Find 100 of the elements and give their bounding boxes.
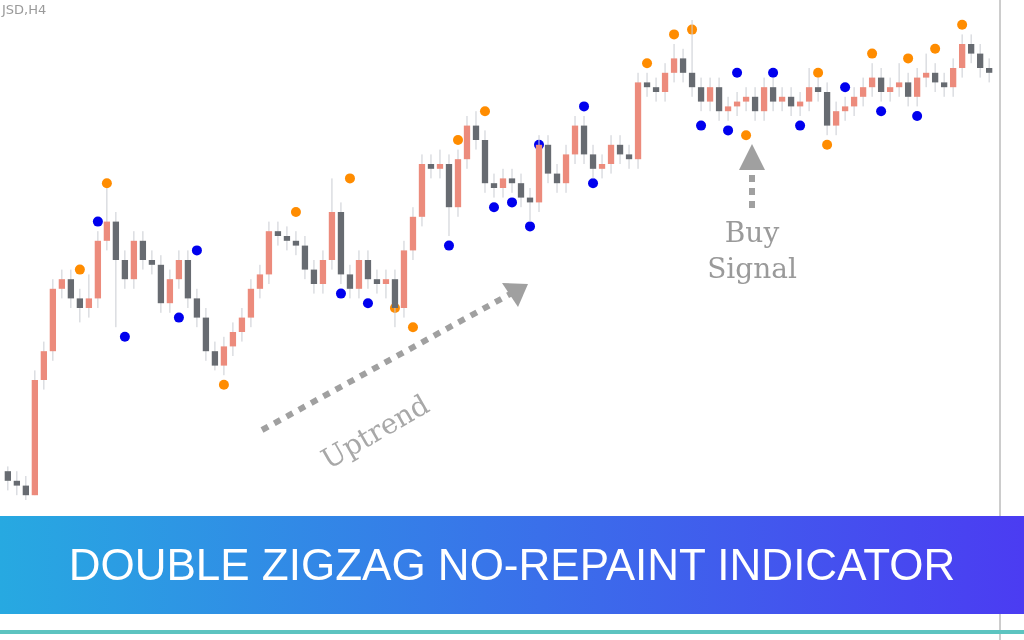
candlestick <box>886 77 894 103</box>
candlestick <box>877 67 885 103</box>
candlestick <box>67 269 75 309</box>
candlestick <box>841 96 849 122</box>
point <box>489 202 499 213</box>
point <box>696 120 707 131</box>
candlestick <box>679 48 687 83</box>
candlestick <box>436 149 444 179</box>
point <box>930 43 941 54</box>
candlestick <box>598 153 606 179</box>
candlestick <box>166 269 174 314</box>
point <box>867 48 878 59</box>
point <box>407 322 418 333</box>
candlestick <box>382 269 390 299</box>
point <box>101 178 112 189</box>
candlestick <box>139 230 147 271</box>
point <box>588 178 599 189</box>
candlestick <box>958 33 966 79</box>
candlestick <box>472 110 480 151</box>
point <box>525 221 536 232</box>
candlestick <box>148 249 156 275</box>
point <box>741 130 752 141</box>
candlestick <box>778 86 786 112</box>
candlestick <box>922 53 930 88</box>
point <box>480 106 490 117</box>
candlestick <box>625 144 633 170</box>
candlestick <box>751 86 759 122</box>
candlestick <box>4 465 11 491</box>
candlestick <box>283 225 291 251</box>
candlestick <box>553 163 561 194</box>
point <box>957 19 968 30</box>
candlestick <box>589 144 597 179</box>
candlestick <box>193 288 201 328</box>
candlestick <box>986 57 993 83</box>
candlestick <box>76 288 84 323</box>
point <box>344 173 355 184</box>
candlestick <box>859 77 867 107</box>
point <box>173 312 184 323</box>
candlestick <box>490 173 498 199</box>
candlestick <box>13 470 21 496</box>
candlestick <box>346 264 354 299</box>
point <box>723 125 734 136</box>
candlestick <box>715 77 723 122</box>
candlestick <box>850 86 858 117</box>
candlestick <box>742 86 750 112</box>
candlestick <box>310 259 318 295</box>
point <box>119 331 130 342</box>
point <box>362 298 373 309</box>
candlestick <box>760 77 768 122</box>
annotation: Buy Signal <box>707 216 797 285</box>
candlestick <box>931 62 939 93</box>
candlestick <box>670 43 678 83</box>
candlestick <box>769 77 777 112</box>
candlestick <box>661 62 669 103</box>
point <box>669 29 680 40</box>
candlestick <box>868 62 876 98</box>
candlestick <box>814 77 822 103</box>
candlestick <box>706 77 714 112</box>
candlestick <box>85 273 93 319</box>
candlestick <box>697 77 705 112</box>
point <box>822 139 833 150</box>
candlestick <box>977 43 984 79</box>
candlestick <box>940 72 948 98</box>
candlestick <box>229 321 237 357</box>
candlestick <box>373 269 381 295</box>
candlestick <box>895 62 903 98</box>
candlestick <box>832 101 840 136</box>
point <box>290 207 301 217</box>
point <box>218 379 229 390</box>
candlestick <box>724 96 732 122</box>
candlestick <box>220 336 228 376</box>
candlestick <box>508 168 516 194</box>
candlestick <box>238 307 246 343</box>
text: JSD,H4 <box>1 2 47 17</box>
point <box>642 58 653 69</box>
point <box>443 240 454 251</box>
candlestick <box>517 173 525 208</box>
candlestick <box>616 134 624 165</box>
candlestick <box>643 72 651 98</box>
candlestick <box>652 77 660 103</box>
candlestick <box>607 134 615 175</box>
point <box>912 111 923 121</box>
point <box>768 67 779 78</box>
candlestick <box>58 269 66 299</box>
point <box>813 67 824 78</box>
point <box>579 101 590 112</box>
point <box>732 67 743 78</box>
candlestick <box>211 341 219 371</box>
point <box>452 135 463 145</box>
candlestick <box>292 230 300 256</box>
point <box>795 120 806 131</box>
candlestick <box>256 264 264 299</box>
candlestick <box>175 249 183 290</box>
candlestick <box>913 67 921 107</box>
point <box>191 245 202 256</box>
point <box>876 106 887 117</box>
candlestick <box>364 249 372 290</box>
point <box>74 264 85 275</box>
point <box>840 82 851 93</box>
candlestick <box>805 67 813 112</box>
